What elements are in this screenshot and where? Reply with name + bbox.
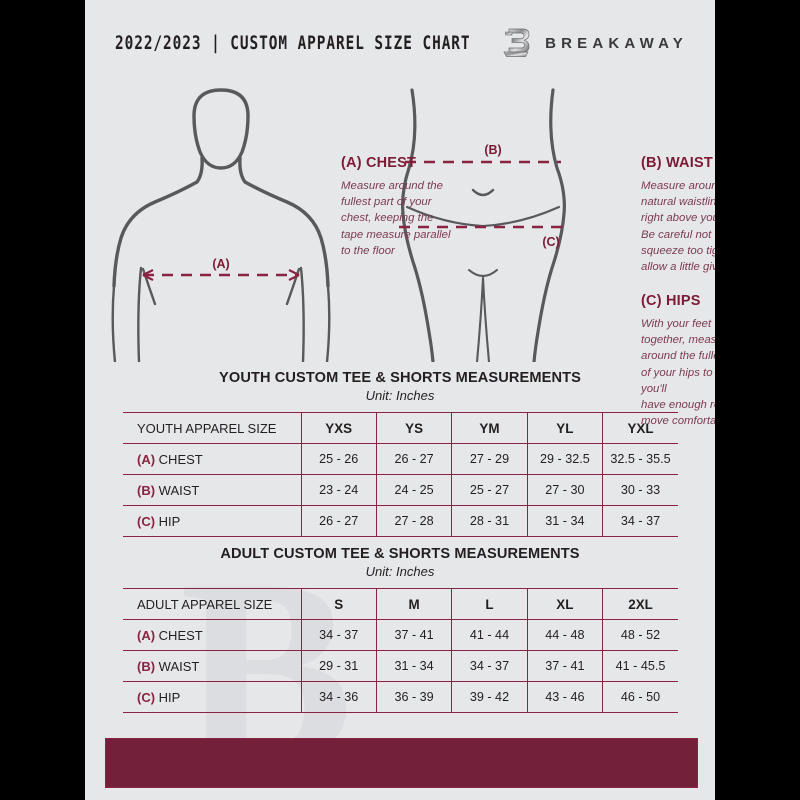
column-header: 2XL — [602, 588, 678, 620]
cell: 34 - 37 — [451, 650, 528, 682]
cell: 46 - 50 — [602, 681, 678, 713]
youth-size-table: YOUTH APPAREL SIZE YXS YS YM YL YXL (A) … — [123, 412, 678, 537]
cell: 25 - 27 — [451, 474, 528, 506]
cell: 44 - 48 — [526, 619, 604, 651]
waist-line-label: (B) — [484, 143, 501, 157]
hip-body-figure: (B) (C) — [399, 88, 569, 362]
cell: 37 - 41 — [375, 619, 453, 651]
brand-name: BREAKAWAY — [545, 34, 688, 52]
row-tag: (C) — [137, 513, 156, 529]
cell: 29 - 31 — [300, 650, 377, 682]
column-header: YL — [526, 412, 604, 444]
cell: 30 - 33 — [602, 474, 678, 506]
table-header-row: ADULT APPAREL SIZE S M L XL 2XL — [123, 588, 678, 620]
hip-line-label: (C) — [542, 235, 559, 249]
cell: 27 - 29 — [451, 443, 528, 475]
row-tag: (B) — [137, 482, 156, 498]
adult-size-table: ADULT APPAREL SIZE S M L XL 2XL (A) CHES… — [123, 588, 678, 713]
size-chart-page: B 2022/2023 | CUSTOM APPAREL SIZE CHART — [85, 0, 715, 800]
row-label: (C) HIP — [123, 505, 302, 537]
cell: 34 - 37 — [300, 619, 377, 651]
footer-bar — [105, 738, 698, 788]
page-header: 2022/2023 | CUSTOM APPAREL SIZE CHART — [85, 26, 715, 60]
chest-instructions-body: Measure around the fullest part of your … — [341, 180, 451, 257]
cell: 28 - 31 — [451, 505, 528, 537]
cell: 27 - 30 — [526, 474, 604, 506]
column-header: YS — [375, 412, 453, 444]
waist-instructions-body: Measure around your natural waistline – … — [641, 180, 715, 273]
cell: 39 - 42 — [451, 681, 528, 713]
cell: 48 - 52 — [602, 619, 678, 651]
cell: 34 - 37 — [602, 505, 678, 537]
table-row: (B) WAIST 29 - 31 31 - 34 34 - 37 37 - 4… — [123, 650, 678, 682]
table-row: (A) CHEST 25 - 26 26 - 27 27 - 29 29 - 3… — [123, 443, 678, 475]
row-tag: (A) — [137, 451, 156, 467]
adult-section-heading: ADULT CUSTOM TEE & SHORTS MEASUREMENTS U… — [85, 546, 715, 579]
breakaway-b-logo-icon — [502, 26, 532, 60]
cell: 23 - 24 — [300, 474, 377, 506]
cell: 26 - 27 — [300, 505, 377, 537]
row-label: (A) CHEST — [123, 619, 302, 651]
row-name: HIP — [158, 689, 181, 705]
column-header: YOUTH APPAREL SIZE — [123, 412, 302, 444]
table-header-row: YOUTH APPAREL SIZE YXS YS YM YL YXL — [123, 412, 678, 444]
adult-section-title: ADULT CUSTOM TEE & SHORTS MEASUREMENTS — [220, 546, 580, 562]
row-label: (B) WAIST — [123, 650, 302, 682]
row-name: CHEST — [158, 627, 203, 643]
brand-lockup: BREAKAWAY — [502, 26, 688, 60]
chest-instructions-title: (A) CHEST — [341, 155, 417, 171]
measurement-illustrations: (A) (B) (C) — [85, 72, 715, 427]
column-header: L — [451, 588, 528, 620]
column-header: YM — [451, 412, 528, 444]
waist-instructions: (B) WAIST Measure around your natural wa… — [641, 155, 715, 275]
front-body-figure: (A) — [111, 88, 331, 362]
column-header: XL — [526, 588, 604, 620]
cell: 31 - 34 — [526, 505, 604, 537]
cell: 41 - 44 — [451, 619, 528, 651]
chest-line-label: (A) — [212, 257, 229, 271]
row-name: WAIST — [158, 658, 200, 674]
cell: 31 - 34 — [375, 650, 453, 682]
table-row: (B) WAIST 23 - 24 24 - 25 25 - 27 27 - 3… — [123, 474, 678, 506]
page-title: 2022/2023 | CUSTOM APPAREL SIZE CHART — [115, 32, 471, 54]
row-label: (A) CHEST — [123, 443, 302, 475]
cell: 34 - 36 — [300, 681, 377, 713]
column-header: S — [300, 588, 377, 620]
table-row: (C) HIP 26 - 27 27 - 28 28 - 31 31 - 34 … — [123, 505, 678, 537]
youth-section-heading: YOUTH CUSTOM TEE & SHORTS MEASUREMENTS U… — [85, 370, 715, 403]
row-tag: (C) — [137, 689, 156, 705]
table-row: (A) CHEST 34 - 37 37 - 41 41 - 44 44 - 4… — [123, 619, 678, 651]
cell: 26 - 27 — [375, 443, 453, 475]
cell: 25 - 26 — [300, 443, 377, 475]
cell: 41 - 45.5 — [602, 650, 678, 682]
column-header: YXL — [602, 412, 678, 444]
hips-instructions-title: (C) HIPS — [641, 293, 701, 309]
column-header: YXS — [300, 412, 377, 444]
cell: 32.5 - 35.5 — [602, 443, 678, 475]
table-row: (C) HIP 34 - 36 36 - 39 39 - 42 43 - 46 … — [123, 681, 678, 713]
adult-unit-note: Unit: Inches — [365, 564, 435, 579]
row-name: HIP — [158, 513, 181, 529]
column-header: ADULT APPAREL SIZE — [123, 588, 302, 620]
youth-unit-note: Unit: Inches — [365, 388, 435, 403]
column-header: M — [375, 588, 453, 620]
row-label: (B) WAIST — [123, 474, 302, 506]
row-tag: (A) — [137, 627, 156, 643]
waist-instructions-title: (B) WAIST — [641, 155, 713, 171]
row-tag: (B) — [137, 658, 156, 674]
cell: 27 - 28 — [375, 505, 453, 537]
row-name: CHEST — [158, 451, 203, 467]
cell: 43 - 46 — [526, 681, 604, 713]
youth-section-title: YOUTH CUSTOM TEE & SHORTS MEASUREMENTS — [219, 370, 581, 386]
row-label: (C) HIP — [123, 681, 302, 713]
hips-instructions: (C) HIPS With your feet together, measur… — [641, 293, 715, 429]
cell: 36 - 39 — [375, 681, 453, 713]
cell: 29 - 32.5 — [526, 443, 604, 475]
chest-measure-line — [142, 269, 300, 281]
row-name: WAIST — [158, 482, 200, 498]
chest-instructions: (A) CHEST Measure around the fullest par… — [341, 155, 491, 259]
cell: 24 - 25 — [375, 474, 453, 506]
cell: 37 - 41 — [526, 650, 604, 682]
